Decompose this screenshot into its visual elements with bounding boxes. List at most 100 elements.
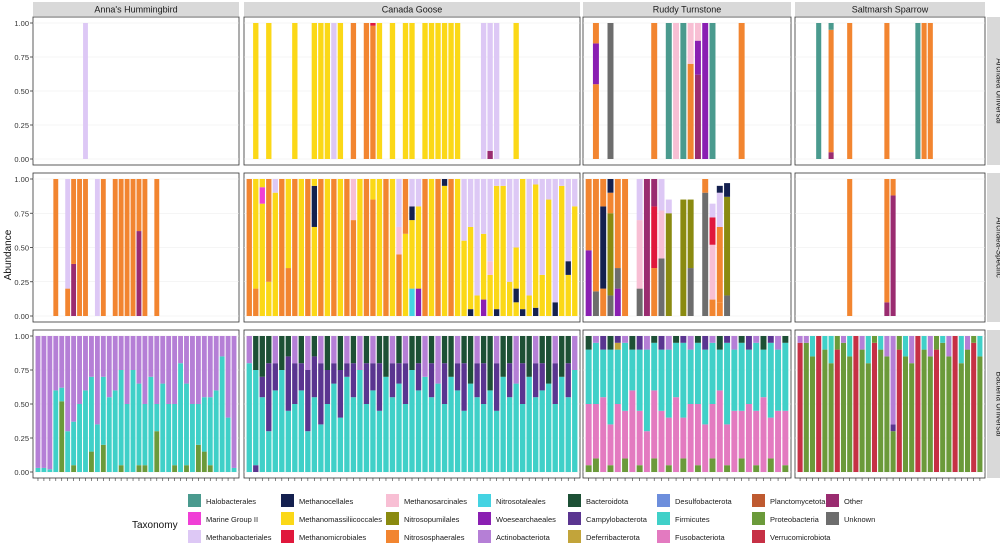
bar-segment: [840, 342, 847, 472]
bar-segment: [389, 23, 396, 159]
bar-segment: [272, 179, 278, 193]
bar-segment: [782, 410, 789, 466]
legend-swatch: [752, 530, 765, 543]
bar-segment: [702, 192, 709, 316]
bar-segment: [402, 179, 409, 234]
bar-segment: [480, 363, 487, 404]
legend-swatch: [281, 512, 294, 525]
bar-segment: [474, 397, 480, 472]
bar-segment: [324, 336, 331, 370]
bar-segment: [775, 410, 782, 472]
y-tick-label: 0.50: [14, 400, 29, 409]
bar-segment: [448, 179, 454, 316]
legend-swatch: [657, 530, 670, 543]
bar-segment: [357, 370, 363, 472]
bar-segment: [89, 336, 94, 377]
bar-segment: [520, 363, 526, 404]
bar-segment: [592, 43, 599, 85]
bar-segment: [565, 261, 571, 275]
legend-label: Proteobacteria: [770, 515, 820, 524]
bar-segment: [487, 390, 493, 472]
bar-segment: [614, 342, 621, 350]
bar-segment: [946, 356, 952, 472]
bar-segment: [600, 288, 607, 316]
bar-segment: [292, 336, 298, 364]
legend-label: Planctomycetota: [770, 497, 826, 506]
bar-segment: [767, 336, 774, 343]
bar-segment: [266, 281, 272, 316]
bar-segment: [448, 336, 454, 377]
bar-segment: [533, 184, 539, 308]
bar-segment: [539, 363, 545, 391]
bar-segment: [480, 23, 487, 159]
bar-segment: [219, 356, 225, 472]
bar-segment: [614, 336, 621, 343]
facet-strip-label: Canada Goose: [382, 5, 443, 15]
bar-segment: [285, 410, 291, 472]
bar-segment: [154, 431, 160, 472]
legend-label: Unknown: [844, 515, 875, 524]
bar-segment: [658, 336, 665, 350]
y-axis-title: Abundance: [3, 229, 14, 280]
bar-segment: [506, 363, 513, 398]
bar-segment: [884, 179, 890, 303]
bar-segment: [927, 23, 933, 159]
bar-segment: [952, 336, 958, 472]
bar-segment: [607, 192, 614, 214]
bar-segment: [702, 336, 709, 350]
bar-segment: [389, 397, 396, 472]
facet-strip-label: Saltmarsh Sparrow: [852, 5, 929, 15]
legend-swatch: [568, 494, 581, 507]
bar-segment: [285, 356, 291, 411]
bar-segment: [285, 336, 291, 357]
bar-segment: [775, 349, 782, 411]
bar-segment: [847, 336, 853, 357]
bar-segment: [859, 349, 865, 472]
facet-strip-label: Ruddy Turnstone: [653, 5, 722, 15]
bar-segment: [89, 376, 94, 452]
legend-label: Nitrosotaleales: [496, 497, 546, 506]
bar-segment: [940, 336, 946, 343]
bar-segment: [201, 336, 207, 398]
bar-segment: [259, 397, 265, 472]
bar-segment: [47, 336, 53, 470]
bar-segment: [665, 336, 672, 350]
bar-segment: [702, 424, 709, 472]
bar-segment: [565, 179, 571, 262]
bar-segment: [716, 390, 723, 472]
bar-segment: [311, 226, 318, 316]
bar-segment: [585, 179, 592, 251]
bar-segment: [65, 431, 71, 472]
bar-segment: [142, 404, 148, 466]
bar-segment: [279, 179, 285, 316]
bar-segment: [506, 281, 513, 316]
legend-swatch: [826, 494, 839, 507]
bar-segment: [487, 179, 493, 262]
bar-segment: [607, 295, 614, 316]
bar-segment: [259, 376, 265, 398]
bar-segment: [480, 233, 487, 300]
bar-segment: [136, 383, 142, 466]
bar-segment: [35, 467, 41, 472]
bar-segment: [415, 288, 422, 316]
bar-segment: [246, 363, 252, 472]
bar-segment: [709, 244, 716, 300]
bar-segment: [539, 179, 545, 275]
bar-segment: [592, 342, 599, 404]
bar-segment: [178, 363, 183, 472]
bar-segment: [409, 220, 415, 289]
legend-swatch: [826, 512, 839, 525]
bar-segment: [441, 363, 448, 404]
bar-segment: [665, 213, 672, 316]
bar-segment: [142, 465, 148, 472]
bar-segment: [513, 247, 519, 289]
bar-segment: [853, 336, 859, 472]
bar-segment: [680, 458, 687, 472]
legend-label: Nitrosopumilales: [404, 515, 460, 524]
bar-segment: [493, 336, 500, 364]
bar-segment: [565, 363, 571, 398]
bar-segment: [184, 336, 189, 384]
bar-segment: [803, 342, 809, 472]
bar-segment: [614, 404, 621, 472]
bar-segment: [687, 336, 694, 350]
